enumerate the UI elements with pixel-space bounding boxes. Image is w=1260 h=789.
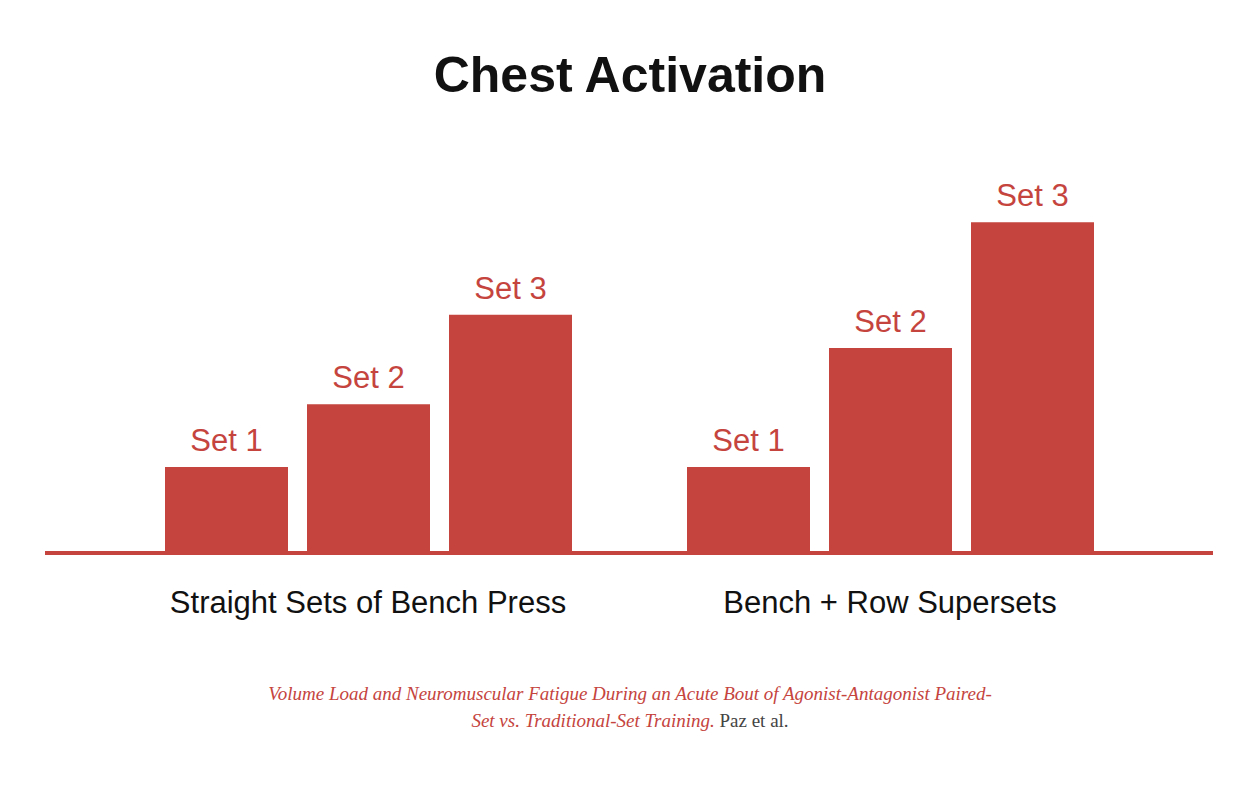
svg-text:Set 3: Set 3 bbox=[474, 271, 546, 306]
svg-text:Set 2: Set 2 bbox=[854, 304, 926, 339]
html-text:Volume Load and Neuromuscular: Volume Load and Neuromuscular Fatigue Du… bbox=[268, 683, 992, 731]
svg-text:Set 2: Set 2 bbox=[332, 360, 404, 395]
svg-text:Set 3: Set 3 bbox=[996, 178, 1068, 213]
html-text:Chest Activation: Chest Activation bbox=[433, 47, 827, 103]
svg-text:Straight Sets of Bench Press: Straight Sets of Bench Press bbox=[170, 585, 566, 620]
svg-text:Bench + Row Supersets: Bench + Row Supersets bbox=[723, 585, 1056, 620]
svg-text:Set 1: Set 1 bbox=[190, 423, 262, 458]
svg-text:Set 1: Set 1 bbox=[712, 423, 784, 458]
